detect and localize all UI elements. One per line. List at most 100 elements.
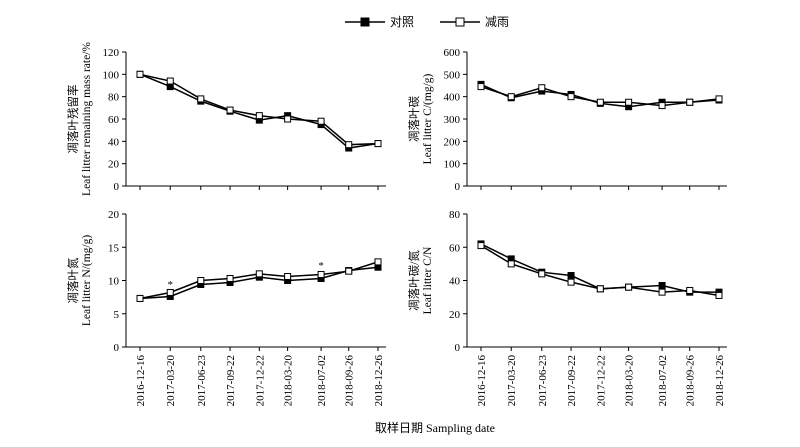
y-axis-title-en: Leaf litter N/(mg/g): [81, 235, 93, 326]
x-tick-label: 2017-12-22: [254, 355, 266, 406]
data-point-reduced-rain: [538, 270, 546, 278]
x-tick-label: 2017-03-20: [506, 355, 518, 407]
data-point-reduced-rain: [317, 117, 325, 125]
data-point-reduced-rain: [625, 283, 633, 291]
x-tick-label: 2016-12-16: [476, 355, 488, 407]
x-tick-label: 2017-03-20: [165, 355, 177, 407]
series-line-control: [139, 73, 379, 149]
y-tick-label: 20: [108, 159, 120, 171]
data-point-reduced-rain: [255, 112, 263, 120]
y-axis-title-cn: 凋落叶氮: [66, 257, 80, 303]
y-tick-label: 20: [108, 209, 120, 221]
panel-nitrogen: 0 5 10 15 20 2016-12-16 2017-03-20 2017-06-23 20…: [66, 209, 386, 406]
x-tick-label: 2018-03-20: [283, 355, 295, 407]
data-point-reduced-rain: [596, 285, 604, 293]
y-tick-label: 40: [449, 276, 461, 288]
data-point-reduced-rain: [596, 98, 604, 106]
y-axis-title-en: Leaf litter C/(mg/g): [422, 73, 434, 164]
data-point-reduced-rain: [317, 271, 325, 279]
data-point-reduced-rain: [166, 288, 174, 296]
data-point-reduced-rain: [226, 275, 234, 283]
data-point-reduced-rain: [658, 288, 666, 296]
significance-marker: *: [167, 279, 173, 291]
x-tick-label: 2018-09-26: [344, 355, 356, 407]
data-point-reduced-rain: [477, 83, 485, 91]
y-tick-label: 60: [108, 114, 120, 126]
x-axis-title: 取样日期 Sampling date: [375, 420, 495, 435]
y-tick-label: 400: [444, 92, 461, 104]
panel-remaining-mass: 0 20 40 60 80 100 120 凋落叶残留率 Leaf litter remaini…: [66, 42, 386, 196]
data-point-reduced-rain: [477, 242, 485, 250]
y-axis-title-cn: 凋落叶碳: [407, 96, 421, 142]
y-axis-title-cn: 凋落叶碳/氮: [407, 250, 421, 311]
panel-cn-ratio: 0 20 40 60 80 2016-12-16 2017-03-20 2017-06-23 2…: [407, 209, 727, 406]
y-tick-label: 0: [114, 342, 120, 354]
y-tick-label: 40: [108, 136, 120, 148]
data-point-reduced-rain: [166, 77, 174, 85]
legend-marker-control: [360, 17, 370, 27]
x-tick-label: 2017-09-22: [225, 355, 237, 406]
data-point-reduced-rain: [658, 102, 666, 110]
x-tick-label: 2018-09-26: [685, 355, 697, 407]
data-point-reduced-rain: [345, 267, 353, 275]
y-tick-label: 200: [444, 136, 461, 148]
y-axis-title-en: Leaf litter remaining mass rate/%: [81, 42, 93, 196]
data-point-reduced-rain: [136, 70, 144, 78]
data-point-reduced-rain: [507, 260, 515, 268]
x-tick-label: 2016-12-16: [135, 355, 147, 407]
data-point-reduced-rain: [197, 95, 205, 103]
data-point-reduced-rain: [715, 291, 723, 299]
data-point-reduced-rain: [284, 115, 292, 123]
legend-label-reduced-rain: 减雨: [485, 15, 509, 29]
y-axis-title-cn: 凋落叶残留率: [66, 85, 80, 154]
data-point-reduced-rain: [507, 93, 515, 101]
data-point-reduced-rain: [226, 106, 234, 114]
data-point-reduced-rain: [567, 278, 575, 286]
x-tick-label: 2017-12-22: [595, 355, 607, 406]
x-tick-label: 2018-12-26: [714, 355, 726, 407]
y-tick-label: 0: [455, 181, 461, 193]
data-point-reduced-rain: [197, 277, 205, 284]
data-point-reduced-rain: [284, 273, 292, 281]
x-tick-label: 2017-06-23: [537, 355, 549, 407]
data-point-reduced-rain: [567, 93, 575, 101]
data-point-reduced-rain: [686, 98, 694, 106]
y-tick-label: 60: [449, 242, 461, 254]
x-tick-label: 2018-07-02: [657, 355, 669, 406]
y-tick-label: 20: [449, 309, 461, 321]
x-tick-label: 2017-09-22: [566, 355, 578, 406]
data-point-reduced-rain: [715, 95, 723, 103]
data-point-reduced-rain: [625, 98, 633, 106]
x-tick-label: 2017-06-23: [196, 355, 208, 407]
data-point-reduced-rain: [136, 294, 144, 302]
data-point-reduced-rain: [538, 84, 546, 92]
y-tick-label: 100: [444, 159, 461, 171]
y-tick-label: 80: [108, 92, 120, 104]
data-point-control: [567, 272, 575, 280]
legend-marker-reduced-rain: [455, 17, 465, 27]
data-point-reduced-rain: [374, 258, 382, 266]
data-point-reduced-rain: [255, 270, 263, 278]
data-point-control: [658, 281, 666, 289]
x-tick-label: 2018-12-26: [373, 355, 385, 407]
y-tick-label: 15: [108, 242, 120, 254]
x-tick-label: 2018-03-20: [624, 355, 636, 407]
y-tick-label: 0: [114, 181, 120, 193]
y-tick-label: 120: [103, 47, 120, 59]
legend: 对照 减雨: [345, 15, 509, 29]
y-tick-label: 300: [444, 114, 461, 126]
data-point-reduced-rain: [345, 141, 353, 149]
x-tick-label: 2018-07-02: [316, 355, 328, 406]
y-tick-label: 500: [444, 69, 461, 81]
y-tick-label: 600: [444, 47, 461, 59]
data-point-reduced-rain: [374, 140, 382, 148]
y-tick-label: 10: [108, 276, 120, 288]
data-point-reduced-rain: [686, 286, 694, 294]
legend-label-control: 对照: [390, 15, 414, 29]
y-axis-title-en: Leaf litter C/N: [422, 246, 434, 314]
y-tick-label: 100: [103, 69, 120, 81]
y-tick-label: 5: [114, 309, 120, 321]
y-tick-label: 80: [449, 209, 461, 221]
y-tick-label: 0: [455, 342, 461, 354]
